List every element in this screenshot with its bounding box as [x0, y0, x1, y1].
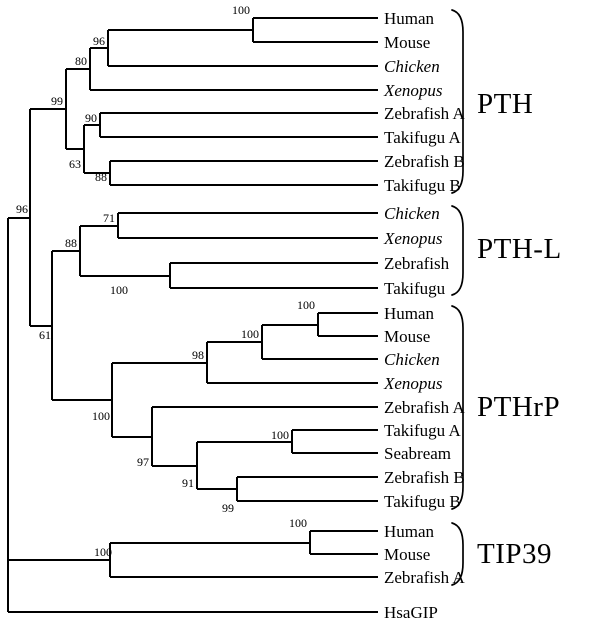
- taxon-label: Takifugu: [384, 279, 446, 298]
- taxon-label: Chicken: [384, 350, 440, 369]
- pth-bracket: [451, 9, 464, 194]
- taxon-label: Mouse: [384, 545, 430, 564]
- taxon-label: Zebrafish B: [384, 152, 465, 171]
- taxon-label: Takifugu A: [384, 421, 461, 440]
- pth-clade-branches: [30, 17, 378, 186]
- support-value: 88: [95, 170, 107, 184]
- group-labels: PTH PTH-L PTHrP TIP39: [477, 88, 562, 570]
- taxon-label: Human: [384, 304, 435, 323]
- taxon-label: Xenopus: [383, 81, 443, 100]
- support-value: 100: [297, 298, 315, 312]
- support-value: 61: [39, 328, 51, 342]
- support-value: 96: [93, 34, 105, 48]
- pthl-clade-branches: [52, 212, 378, 289]
- support-value: 100: [232, 3, 250, 17]
- group-label-tip39: TIP39: [477, 538, 552, 570]
- support-value: 100: [241, 327, 259, 341]
- outgroup-label: HsaGIP: [384, 603, 438, 622]
- support-value: 100: [92, 409, 110, 423]
- pthl-bracket: [451, 205, 464, 296]
- taxon-label: Takifugu A: [384, 128, 461, 147]
- bootstrap-values: 100 96 80 99 90 63 88 96 71 88 100 61 10…: [16, 3, 315, 559]
- tip39-bracket: [451, 522, 464, 586]
- group-label-pth: PTH: [477, 88, 533, 120]
- support-value: 90: [85, 111, 97, 125]
- support-value: 96: [16, 202, 28, 216]
- group-brackets: [451, 9, 464, 586]
- support-value: 99: [222, 501, 234, 515]
- support-value: 100: [271, 428, 289, 442]
- taxon-label: Xenopus: [383, 229, 443, 248]
- taxon-label: Zebrafish: [384, 254, 450, 273]
- group-label-pthl: PTH-L: [477, 233, 562, 265]
- tree-branches: [7, 17, 378, 613]
- support-value: 97: [137, 455, 149, 469]
- group-label-pthrp: PTHrP: [477, 391, 560, 423]
- taxon-label: Zebrafish A: [384, 104, 465, 123]
- tip39-clade-branches: [8, 530, 378, 578]
- taxon-label: Chicken: [384, 204, 440, 223]
- taxon-label: Mouse: [384, 327, 430, 346]
- support-value: 100: [94, 545, 112, 559]
- taxon-label: Human: [384, 522, 435, 541]
- support-value: 98: [192, 348, 204, 362]
- support-value: 100: [110, 283, 128, 297]
- pthrp-clade-branches: [30, 251, 378, 502]
- taxon-label: Seabream: [384, 444, 451, 463]
- taxon-label: Mouse: [384, 33, 430, 52]
- taxon-label: Zebrafish A: [384, 398, 465, 417]
- taxon-label: Zebrafish B: [384, 468, 465, 487]
- taxon-label: Xenopus: [383, 374, 443, 393]
- pthrp-bracket: [451, 305, 464, 510]
- support-value: 71: [103, 211, 115, 225]
- taxon-label: Takifugu B: [384, 492, 461, 511]
- taxon-label: Zebrafish A: [384, 568, 465, 587]
- support-value: 100: [289, 516, 307, 530]
- support-value: 99: [51, 94, 63, 108]
- support-value: 91: [182, 476, 194, 490]
- backbone-branches: [7, 109, 378, 613]
- taxon-label: Takifugu B: [384, 176, 461, 195]
- support-value: 88: [65, 236, 77, 250]
- taxon-label: Chicken: [384, 57, 440, 76]
- support-value: 80: [75, 54, 87, 68]
- support-value: 63: [69, 157, 81, 171]
- taxon-labels: Human Mouse Chicken Xenopus Zebrafish A …: [383, 9, 465, 622]
- taxon-label: Human: [384, 9, 435, 28]
